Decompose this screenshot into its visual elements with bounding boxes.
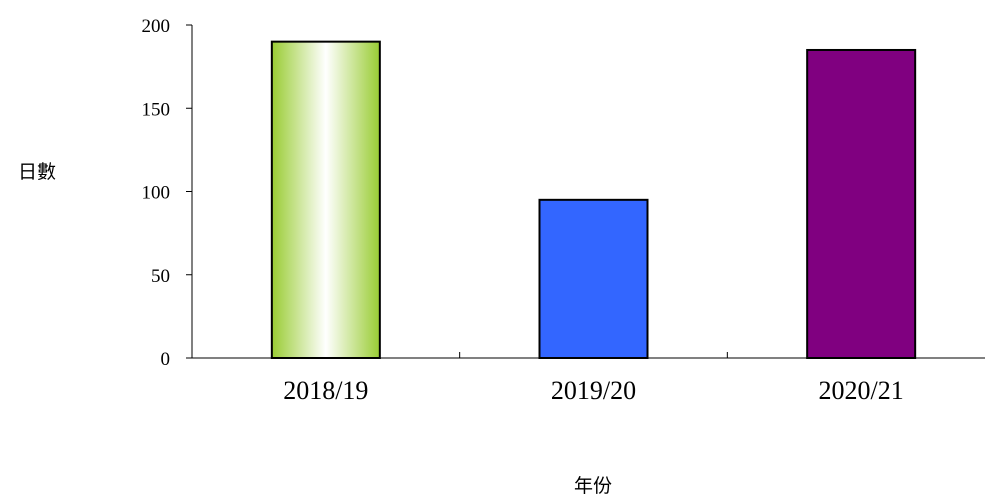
bar-2019-20 xyxy=(538,198,649,359)
y-tick-label: 200 xyxy=(142,16,171,37)
x-tick-labels: 2018/19 2019/20 2020/21 xyxy=(283,376,904,405)
bars xyxy=(270,40,917,360)
x-tick-label: 2018/19 xyxy=(283,376,368,405)
y-tick-label: 100 xyxy=(142,183,171,204)
y-axis-title: 日數 xyxy=(18,161,56,183)
y-tick-labels: 0 50 100 150 200 xyxy=(142,16,171,370)
bar-2018-19 xyxy=(270,40,381,360)
bar-2020-21 xyxy=(806,48,917,359)
x-axis-title: 年份 xyxy=(574,475,612,497)
x-tick-label: 2020/21 xyxy=(819,376,904,405)
y-tick-label: 0 xyxy=(161,349,171,370)
x-tick-label: 2019/20 xyxy=(551,376,636,405)
y-tick-label: 150 xyxy=(142,99,171,120)
y-tick-label: 50 xyxy=(151,266,170,287)
